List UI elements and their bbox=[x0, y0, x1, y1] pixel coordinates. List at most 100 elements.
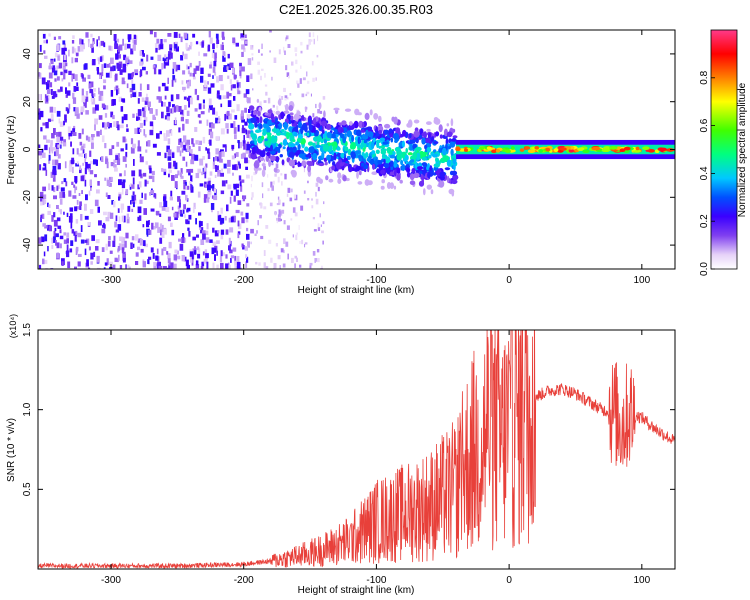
heatmap-cell bbox=[451, 179, 458, 185]
heatmap-cell bbox=[441, 147, 447, 156]
heatmap-cell bbox=[245, 215, 249, 223]
heatmap-cell bbox=[227, 100, 232, 107]
heatmap-cell bbox=[195, 41, 199, 45]
colorbar-tick-label: 0.4 bbox=[699, 166, 710, 180]
heatmap-cell bbox=[56, 65, 58, 72]
heatmap-cell bbox=[295, 59, 298, 65]
heatmap-cell bbox=[115, 229, 120, 233]
heatmap-cell bbox=[88, 246, 91, 251]
heatmap-cell bbox=[309, 262, 313, 266]
heatmap-cell bbox=[257, 220, 259, 226]
heatmap-cell bbox=[77, 46, 81, 52]
heatmap-cell bbox=[88, 83, 92, 89]
heatmap-cell bbox=[197, 114, 200, 118]
heatmap-cell bbox=[156, 152, 161, 156]
heatmap-cell bbox=[246, 118, 249, 122]
heatmap-cell bbox=[82, 43, 85, 50]
heatmap-cell bbox=[84, 248, 87, 256]
heatmap-cell bbox=[394, 146, 401, 152]
x-tick-label: -300 bbox=[101, 275, 121, 286]
heatmap-cell bbox=[270, 108, 272, 111]
heatmap-cell bbox=[100, 96, 104, 101]
heatmap-cell bbox=[371, 154, 375, 158]
heatmap-cell bbox=[68, 49, 70, 57]
heatmap-cell bbox=[168, 101, 171, 107]
heatmap-cell bbox=[147, 140, 151, 147]
heatmap-cell bbox=[192, 73, 195, 77]
heatmap-cell bbox=[411, 167, 416, 174]
heatmap-cell bbox=[168, 162, 172, 169]
heatmap-cell bbox=[410, 159, 415, 163]
heatmap-cell bbox=[145, 149, 148, 153]
heatmap-cell bbox=[167, 156, 172, 161]
heatmap-cell bbox=[265, 266, 269, 269]
heatmap-cell bbox=[248, 109, 251, 113]
heatmap-cell bbox=[125, 63, 128, 67]
heatmap-cell bbox=[316, 249, 320, 253]
heatmap-cell bbox=[239, 82, 241, 88]
heatmap-cell bbox=[72, 128, 76, 135]
heatmap-cell bbox=[220, 262, 224, 269]
heatmap-cell bbox=[154, 222, 159, 229]
heatmap-cell bbox=[290, 115, 294, 121]
heatmap-cell bbox=[48, 159, 51, 164]
heatmap-cell bbox=[138, 169, 142, 177]
heatmap-cell bbox=[380, 149, 387, 155]
heatmap-cell bbox=[106, 105, 109, 110]
heatmap-cell bbox=[213, 161, 215, 166]
heatmap-cell bbox=[284, 95, 288, 99]
heatmap-cell bbox=[283, 220, 286, 225]
heatmap-cell bbox=[184, 214, 186, 218]
heatmap-cell bbox=[169, 44, 173, 48]
heatmap-cell bbox=[122, 67, 127, 73]
heatmap-cell bbox=[264, 147, 269, 152]
heatmap-cell bbox=[143, 208, 147, 215]
heatmap-cell bbox=[414, 161, 418, 169]
chart-title: C2E1.2025.326.00.35.R03 bbox=[279, 2, 433, 17]
heatmap-cell bbox=[108, 148, 113, 156]
heatmap-cell bbox=[174, 162, 178, 170]
heatmap-cell bbox=[139, 239, 144, 246]
heatmap-cell bbox=[93, 93, 96, 97]
heatmap-cell bbox=[277, 214, 281, 218]
heatmap-cell bbox=[44, 225, 48, 229]
heatmap-cell bbox=[358, 139, 362, 144]
heatmap-cell bbox=[242, 140, 246, 147]
heatmap-cell bbox=[66, 212, 69, 217]
heatmap-cell bbox=[75, 230, 78, 235]
heatmap-cell bbox=[427, 163, 430, 169]
heatmap-cell bbox=[134, 128, 138, 134]
heatmap-cell bbox=[122, 179, 126, 183]
heatmap-cell bbox=[144, 134, 147, 138]
heatmap-cell bbox=[186, 64, 188, 70]
heatmap-cell bbox=[247, 130, 251, 136]
heatmap-cell bbox=[196, 234, 199, 238]
heatmap-cell bbox=[131, 236, 135, 241]
heatmap-cell bbox=[116, 38, 120, 43]
heatmap-cell bbox=[72, 132, 77, 136]
heatmap-cell bbox=[89, 89, 93, 94]
heatmap-cell bbox=[444, 167, 451, 171]
heatmap-cell bbox=[252, 45, 254, 48]
heatmap-cell bbox=[305, 117, 308, 122]
heatmap-cell bbox=[195, 218, 197, 225]
heatmap-cell bbox=[373, 113, 379, 120]
heatmap-cell bbox=[246, 256, 249, 263]
heatmap-cell bbox=[316, 258, 318, 262]
heatmap-cell bbox=[288, 105, 294, 112]
x-tick-label: -200 bbox=[234, 275, 254, 286]
heatmap-cell bbox=[50, 89, 53, 96]
heatmap-cell bbox=[195, 260, 199, 266]
heatmap-cell bbox=[284, 173, 287, 180]
heatmap-cell bbox=[192, 207, 195, 213]
heatmap-cell bbox=[175, 41, 178, 46]
heatmap-cell bbox=[49, 144, 53, 152]
heatmap-cell bbox=[84, 215, 89, 220]
heatmap-cell bbox=[103, 63, 107, 68]
heatmap-cell bbox=[62, 62, 66, 66]
heatmap-cell bbox=[57, 184, 60, 189]
heatmap-cell bbox=[170, 52, 173, 59]
heatmap-cell bbox=[40, 217, 42, 223]
heatmap-cell bbox=[413, 130, 420, 138]
